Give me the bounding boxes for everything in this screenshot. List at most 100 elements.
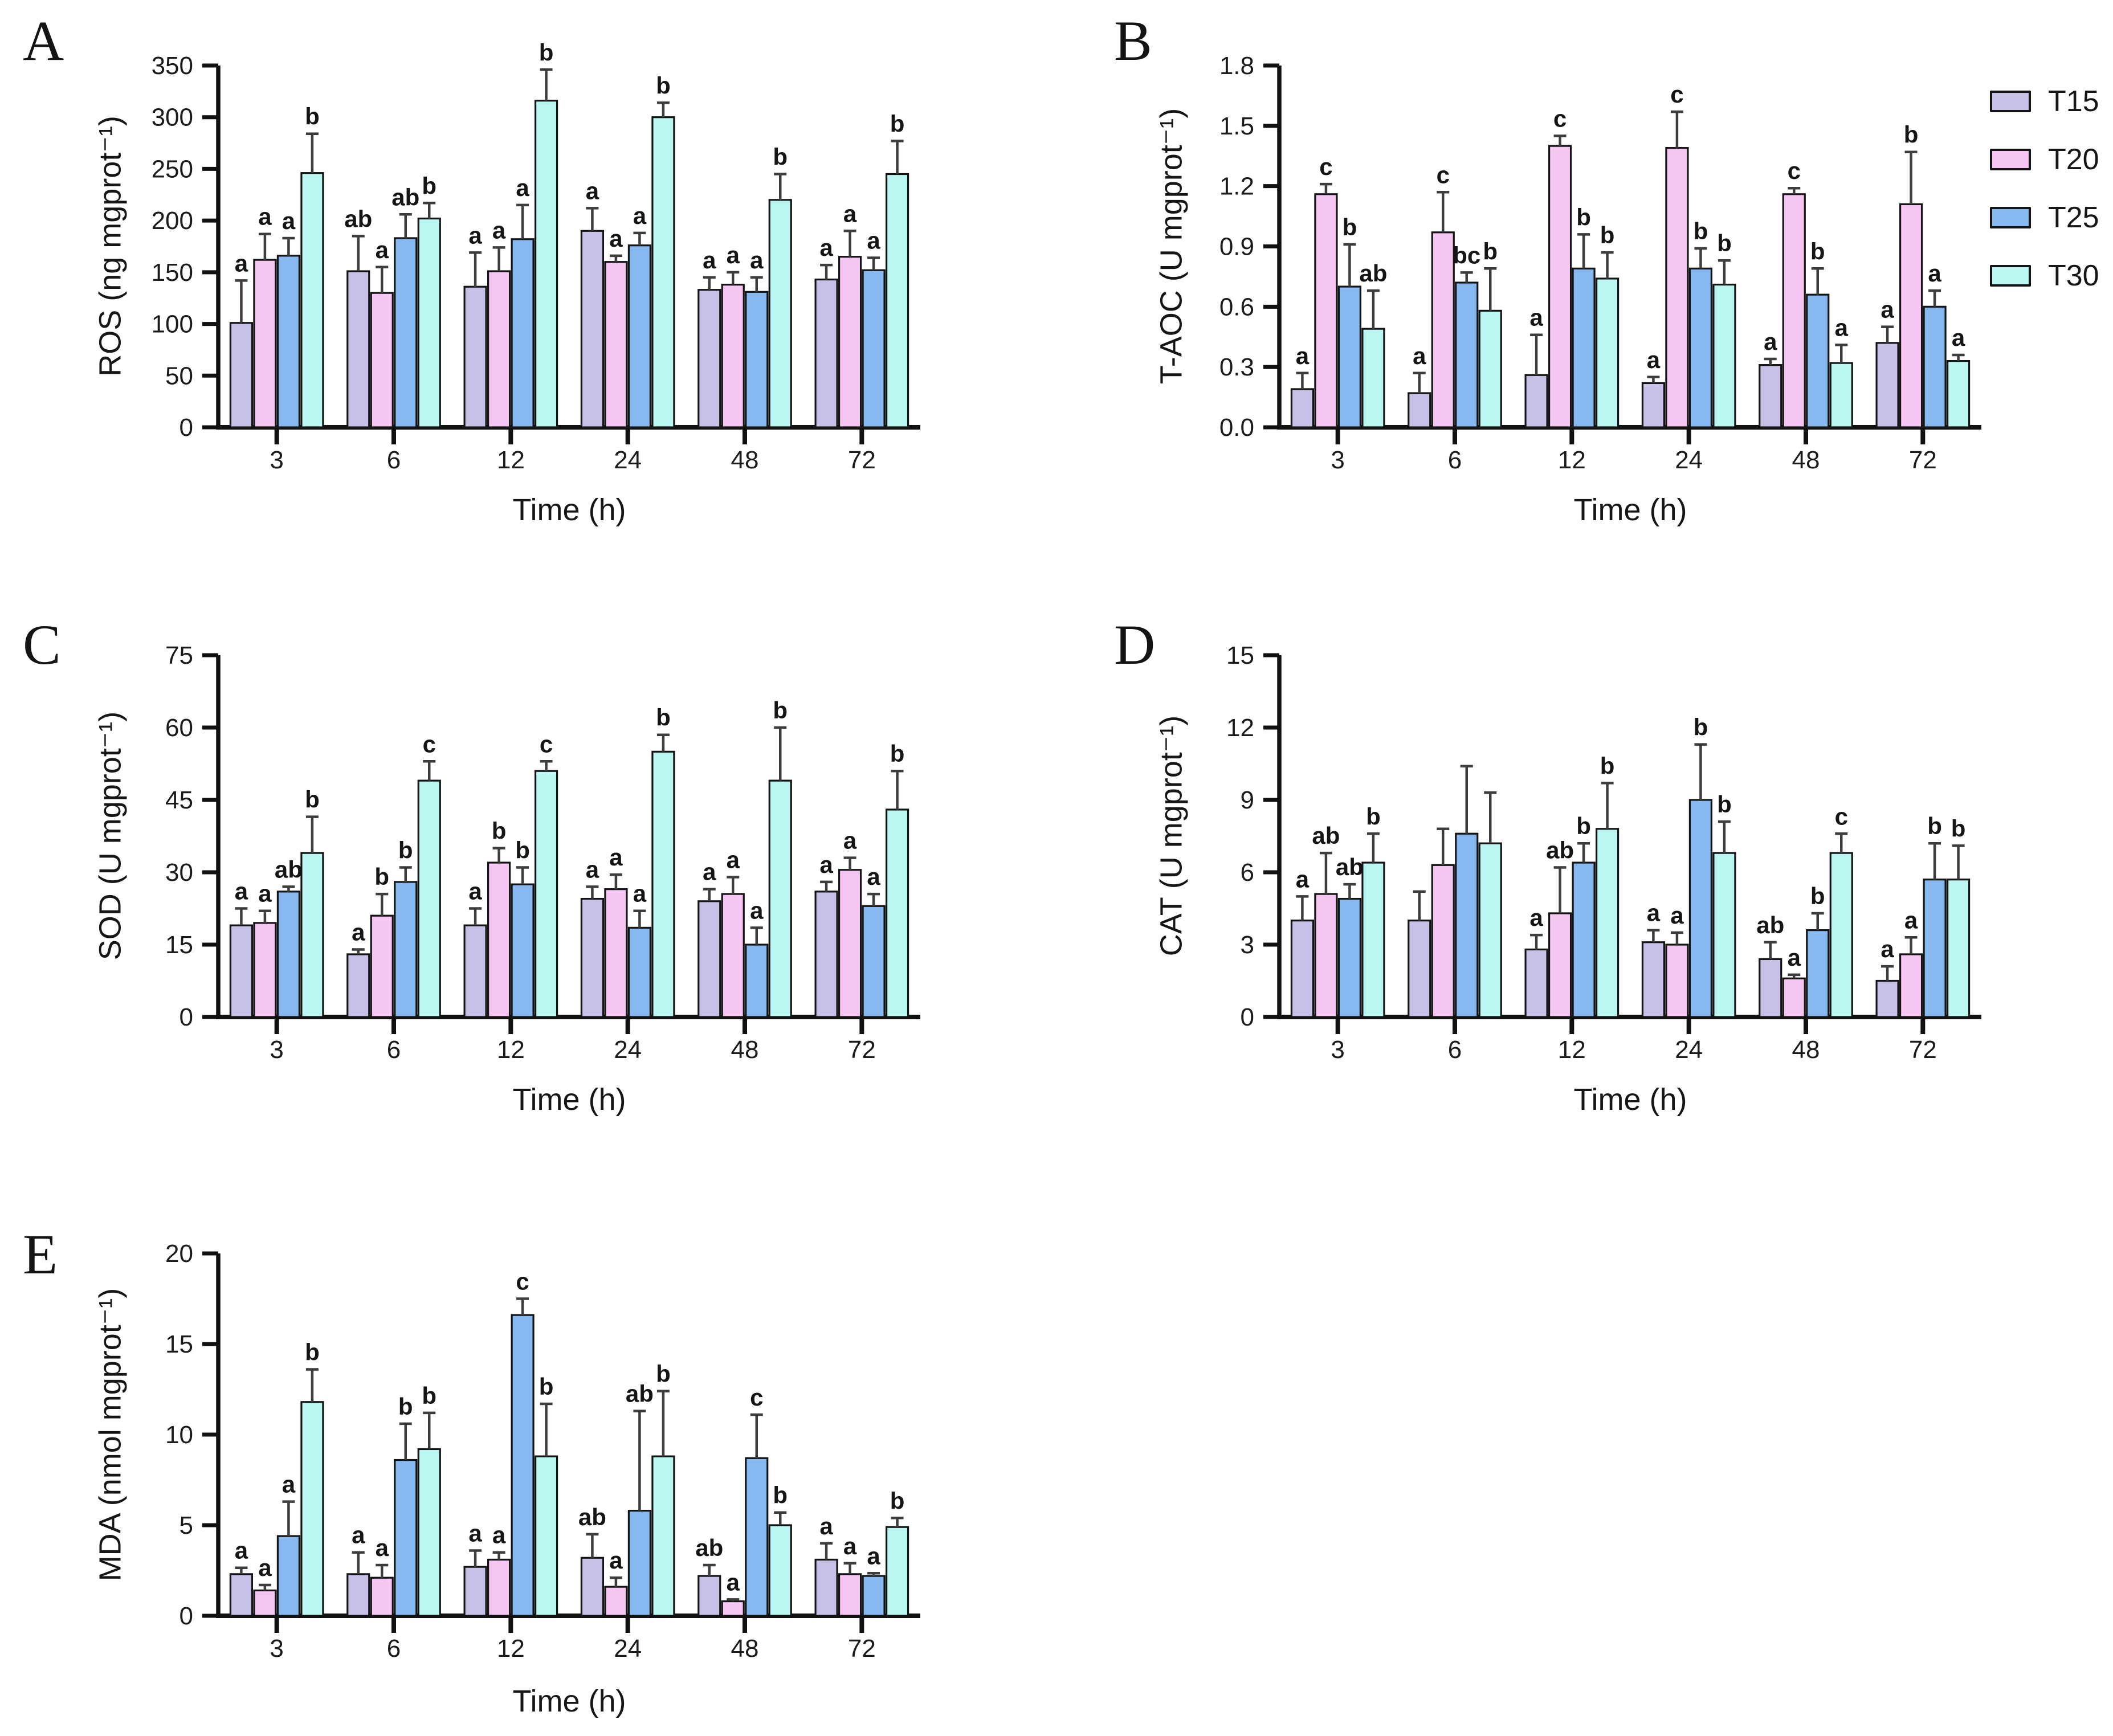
bar-e-48-t20	[721, 1600, 745, 1617]
sig-letter-e-24-t30: b	[656, 1361, 671, 1387]
sig-letter-d-72-t30: b	[1951, 815, 1966, 842]
sig-letter-b-24-t25: b	[1694, 218, 1708, 244]
sig-letter-c-72-t25: a	[867, 863, 880, 890]
bar-c-3-t15	[229, 924, 254, 1018]
bar-c-12-t15	[463, 924, 487, 1018]
x-tick-label-c: 48	[731, 1036, 759, 1064]
bar-d-48-t15	[1759, 958, 1782, 1018]
legend-item-t20: T20	[1990, 142, 2099, 177]
bar-d-72-t15	[1875, 979, 1899, 1018]
bar-a-12-t20	[487, 270, 511, 428]
sig-letter-d-48-t30: c	[1835, 803, 1848, 830]
bar-d-24-t20	[1665, 943, 1689, 1018]
sig-letter-e-3-t15: a	[235, 1537, 248, 1564]
sig-letter-c-12-t15: a	[468, 878, 482, 905]
sig-letter-b-6-t20: c	[1437, 161, 1450, 188]
bar-a-72-t25	[862, 269, 886, 428]
sig-letter-b-12-t25: b	[1576, 203, 1591, 230]
sig-letter-c-6-t20: b	[374, 863, 389, 890]
bar-b-24-t30	[1712, 283, 1736, 428]
bar-b-6-t25	[1455, 281, 1479, 428]
sig-letter-c-72-t20: a	[843, 827, 857, 854]
panel-a-letter: A	[23, 9, 64, 72]
x-tick-label-a: 6	[387, 446, 401, 474]
sig-letter-d-48-t20: a	[1788, 944, 1801, 971]
y-tick-label-d: 3	[1241, 931, 1254, 959]
x-tick-label-c: 3	[270, 1036, 283, 1064]
bar-e-24-t15	[580, 1557, 605, 1617]
y-tick-label-b: 0.0	[1219, 414, 1254, 442]
sig-letter-b-24-t20: c	[1670, 81, 1683, 108]
x-tick-label-a: 48	[731, 446, 759, 474]
sig-letter-c-3-t25: ab	[275, 856, 303, 883]
sig-letter-b-6-t30: b	[1483, 238, 1498, 264]
bar-e-72-t30	[885, 1526, 909, 1617]
bar-e-48-t15	[697, 1575, 721, 1617]
sig-letter-d-72-t20: a	[1904, 906, 1918, 933]
sig-letter-a-3-t15: a	[235, 250, 248, 276]
bar-b-12-t30	[1595, 277, 1620, 428]
bar-c-24-t15	[580, 897, 605, 1018]
sig-letter-a-6-t15: ab	[344, 205, 372, 232]
bar-b-3-t20	[1314, 193, 1338, 428]
sig-letter-b-12-t20: c	[1553, 105, 1567, 132]
x-tick-label-a: 24	[614, 446, 642, 474]
bar-c-72-t30	[885, 808, 909, 1018]
sig-letter-b-12-t15: a	[1529, 304, 1543, 331]
bar-b-24-t15	[1641, 382, 1666, 428]
sig-letter-c-48-t25: a	[750, 897, 764, 924]
sig-letter-c-24-t25: a	[633, 880, 647, 907]
bar-a-6-t15	[346, 270, 370, 428]
sig-letter-e-12-t20: a	[492, 1522, 506, 1549]
bar-e-24-t20	[604, 1586, 628, 1617]
bar-a-3-t15	[229, 322, 254, 428]
bar-c-3-t30	[300, 852, 324, 1018]
sig-letter-e-3-t30: b	[305, 1339, 320, 1366]
sig-letter-e-12-t15: a	[468, 1520, 482, 1547]
sig-letter-a-72-t25: a	[867, 227, 880, 254]
bar-d-48-t30	[1829, 852, 1853, 1018]
sig-letter-c-3-t30: b	[305, 786, 320, 813]
bar-d-48-t25	[1806, 929, 1830, 1018]
legend-label-t25: T25	[2048, 201, 2099, 234]
y-tick-label-b: 0.9	[1219, 233, 1254, 261]
legend-item-t15: T15	[1990, 84, 2099, 119]
y-tick-label-d: 9	[1241, 786, 1254, 814]
sig-letter-e-24-t20: a	[609, 1547, 623, 1574]
x-tick-label-c: 72	[848, 1036, 876, 1064]
sig-letter-d-48-t25: b	[1810, 883, 1825, 909]
sig-letter-a-6-t25: ab	[391, 183, 419, 210]
y-axis-title-d: CAT (U mgprot⁻¹)	[1154, 715, 1189, 957]
bar-b-24-t20	[1665, 147, 1689, 428]
bar-a-12-t30	[534, 100, 558, 428]
bar-b-6-t20	[1431, 231, 1455, 428]
bar-b-48-t30	[1829, 362, 1853, 428]
sig-letter-c-48-t15: a	[703, 859, 716, 885]
sig-letter-d-48-t15: ab	[1756, 912, 1784, 938]
x-tick-label-e: 3	[270, 1635, 283, 1663]
sig-letter-e-48-t15: ab	[695, 1534, 723, 1561]
bar-d-24-t15	[1641, 941, 1666, 1018]
sig-letter-a-12-t15: a	[468, 222, 482, 248]
bar-b-24-t25	[1688, 267, 1713, 428]
legend-swatch-t15	[1990, 91, 2031, 112]
sig-letter-d-12-t25: b	[1576, 812, 1591, 839]
sig-letter-a-6-t20: a	[376, 236, 389, 263]
sig-letter-b-72-t30: a	[1952, 324, 1965, 351]
bar-a-3-t20	[253, 259, 277, 428]
x-tick-label-d: 3	[1331, 1036, 1344, 1064]
legend-item-t25: T25	[1990, 201, 2099, 235]
bar-a-24-t20	[604, 261, 628, 428]
bar-e-3-t15	[229, 1573, 254, 1617]
bar-a-3-t25	[276, 255, 301, 428]
bar-e-24-t25	[627, 1509, 652, 1617]
sig-letter-e-48-t30: b	[773, 1482, 788, 1509]
sig-letter-e-72-t15: a	[819, 1513, 833, 1539]
sig-letter-a-48-t20: a	[727, 242, 740, 268]
bar-c-12-t20	[487, 861, 511, 1018]
y-tick-label-b: 0.6	[1219, 293, 1254, 321]
bar-a-3-t30	[300, 172, 324, 428]
sig-letter-a-72-t30: b	[890, 110, 905, 137]
sig-letter-c-6-t25: b	[398, 837, 413, 864]
bar-a-48-t20	[721, 284, 745, 428]
